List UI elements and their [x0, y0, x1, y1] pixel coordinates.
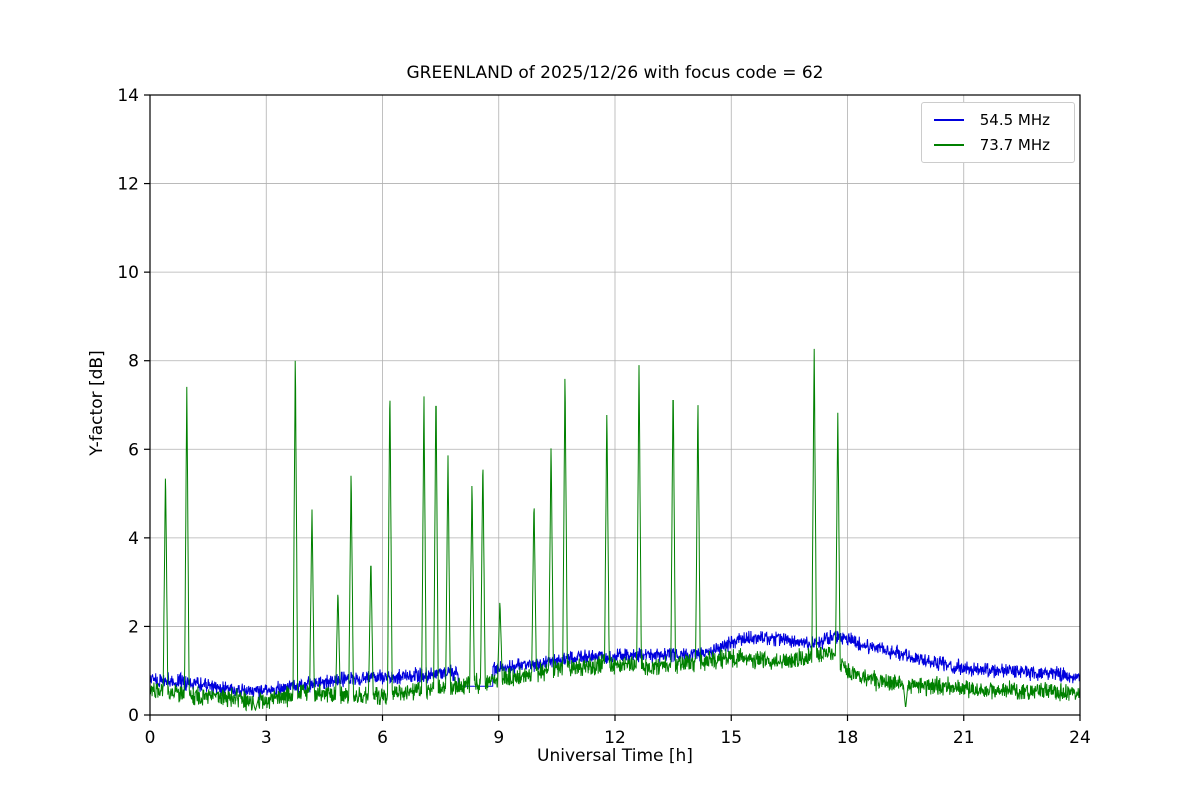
legend-item-73-7-mhz: 73.7 MHz: [933, 136, 1050, 154]
y-tick-label: 12: [117, 175, 139, 195]
legend-line-swatch-blue: [933, 119, 964, 121]
x-tick-label: 3: [261, 728, 272, 748]
y-axis-label: Y-factor [dB]: [87, 350, 107, 456]
series-line-0: [149, 629, 1081, 701]
chart-title: GREENLAND of 2025/12/26 with focus code …: [406, 63, 824, 83]
legend-line-swatch-green: [933, 144, 964, 146]
y-tick-label: 14: [117, 86, 139, 106]
x-tick-label: 9: [493, 728, 504, 748]
y-tick-label: 10: [117, 263, 139, 283]
x-axis-label: Universal Time [h]: [537, 746, 693, 766]
y-tick-label: 4: [128, 529, 139, 549]
x-tick-label: 6: [377, 728, 388, 748]
legend-label: 73.7 MHz: [979, 136, 1050, 154]
series-line-1: [149, 348, 1081, 712]
x-tick-label: 18: [837, 728, 859, 748]
x-tick-label: 24: [1069, 728, 1091, 748]
legend-item-54-5-mhz: 54.5 MHz: [933, 111, 1050, 129]
x-tick-label: 21: [953, 728, 975, 748]
legend-label: 54.5 MHz: [979, 111, 1050, 129]
y-tick-label: 8: [128, 352, 139, 372]
legend: 54.5 MHz 73.7 MHz: [920, 102, 1075, 163]
x-tick-label: 0: [145, 728, 156, 748]
y-tick-label: 2: [128, 617, 139, 637]
x-tick-label: 12: [604, 728, 626, 748]
y-tick-label: 0: [128, 706, 139, 726]
x-tick-label: 15: [720, 728, 742, 748]
y-tick-label: 6: [128, 440, 139, 460]
